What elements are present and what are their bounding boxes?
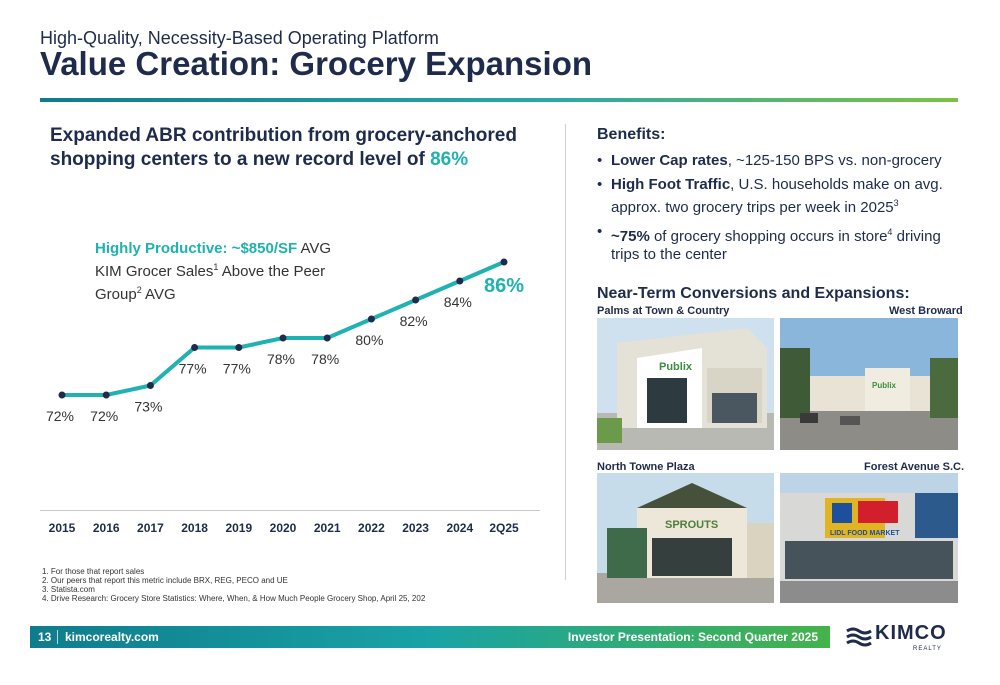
- benefit-sup: 4: [887, 227, 893, 237]
- left-headline: Expanded ABR contribution from grocery-a…: [50, 124, 550, 172]
- column-divider: [565, 124, 566, 580]
- benefit-bold: ~75%: [611, 228, 650, 245]
- data-point: [191, 344, 199, 351]
- x-tick-label: 2016: [93, 521, 120, 535]
- benefit-item: ~75% of grocery shopping occurs in store…: [597, 223, 962, 264]
- benefit-item: High Foot Traffic, U.S. households make …: [597, 176, 962, 217]
- footnote: 2. Our peers that report this metric inc…: [42, 576, 288, 585]
- store-photo-palms: Publix: [597, 318, 774, 450]
- x-tick-label: 2024: [446, 521, 473, 535]
- x-tick-label: 2015: [49, 521, 76, 535]
- footer-presentation: Investor Presentation: Second Quarter 20…: [567, 630, 818, 644]
- page-title: Value Creation: Grocery Expansion: [40, 45, 593, 82]
- benefit-bold: High Foot Traffic: [611, 176, 731, 193]
- footnote: 4. Drive Research: Grocery Store Statist…: [42, 594, 426, 603]
- photo-sign: Publix: [872, 381, 897, 390]
- data-point: [146, 382, 154, 389]
- photo-label-west-broward: West Broward: [889, 305, 963, 317]
- data-label: 78%: [311, 351, 339, 367]
- page-subtitle: High-Quality, Necessity-Based Operating …: [40, 28, 439, 48]
- data-label: 82%: [400, 313, 428, 329]
- logo-text: KIMCO: [875, 622, 947, 644]
- data-label: 72%: [46, 408, 74, 424]
- header-divider: [40, 98, 958, 102]
- abr-line-chart: 72% 2015 72% 2016 73% 2017 77% 2018 77% 2019 78% 20…: [46, 258, 524, 535]
- footer-site-link[interactable]: kimcorealty.com: [65, 630, 159, 644]
- kimco-logo: KIMCO REALTY: [845, 622, 963, 652]
- x-tick-label: 2023: [402, 521, 429, 535]
- data-point: [323, 334, 331, 342]
- benefit-text: , U.S. households make on avg. approx. t…: [611, 176, 943, 216]
- benefit-text: of grocery shopping occurs in store: [649, 228, 888, 245]
- data-point: [235, 344, 243, 351]
- photo-sign: Publix: [659, 361, 693, 373]
- data-point: [58, 391, 66, 399]
- benefit-text-2: driving trips to the center: [611, 228, 941, 263]
- store-photo-west-broward: Publix: [780, 318, 958, 450]
- logo-subtext: REALTY: [913, 646, 942, 652]
- callout-sup-a: 1: [213, 262, 219, 272]
- data-label: 72%: [90, 408, 118, 424]
- x-tick-label: 2Q25: [489, 521, 519, 535]
- data-point: [412, 296, 420, 304]
- benefit-sup: 3: [893, 198, 899, 208]
- x-axis-line: [40, 510, 540, 511]
- callout-text-c: AVG: [141, 286, 176, 303]
- headline-text: Expanded ABR contribution from grocery-a…: [50, 125, 517, 170]
- x-tick-label: 2021: [314, 521, 341, 535]
- benefit-bold: Lower Cap rates: [611, 152, 728, 169]
- footer-bar: 13 kimcorealty.com Investor Presentation…: [30, 626, 830, 648]
- conversions-title: Near-Term Conversions and Expansions:: [597, 285, 910, 302]
- store-photo-forest-avenue: LIDL FOOD MARKET: [780, 473, 958, 603]
- footnote: 1. For those that report sales: [42, 567, 145, 576]
- data-label: 84%: [444, 294, 472, 310]
- data-label: 78%: [267, 351, 295, 367]
- data-point: [500, 258, 508, 266]
- store-photo-north-towne: SPROUTS: [597, 473, 774, 603]
- x-tick-label: 2017: [137, 521, 164, 535]
- data-label: 86%: [484, 275, 524, 297]
- photo-label-palms: Palms at Town & Country: [597, 305, 730, 317]
- data-point: [102, 391, 110, 399]
- photo-label-north-towne: North Towne Plaza: [597, 461, 695, 473]
- productivity-callout: Highly Productive: ~$850/SF AVG KIM Groc…: [95, 240, 355, 304]
- data-point: [456, 277, 464, 285]
- data-point: [279, 334, 287, 342]
- data-label: 77%: [179, 361, 207, 377]
- headline-accent: 86%: [430, 149, 469, 170]
- data-label: 80%: [355, 332, 383, 348]
- page-number: 13: [38, 630, 52, 644]
- footnotes: 1. For those that report sales 2. Our pe…: [42, 567, 425, 603]
- data-point: [367, 315, 375, 323]
- x-tick-label: 2019: [225, 521, 252, 535]
- benefit-text: , ~125-150 BPS vs. non-grocery: [727, 152, 942, 169]
- data-label: 73%: [134, 399, 162, 415]
- benefit-item: Lower Cap rates, ~125-150 BPS vs. non-gr…: [597, 152, 962, 170]
- footer-separator: [57, 630, 58, 644]
- callout-sup-b: 2: [136, 285, 142, 295]
- data-label: 77%: [223, 361, 251, 377]
- callout-text-b: Above the Peer Group: [95, 263, 326, 303]
- x-tick-label: 2018: [181, 521, 208, 535]
- footnote: 3. Statista.com: [42, 585, 95, 594]
- benefits-list: Lower Cap rates, ~125-150 BPS vs. non-gr…: [597, 152, 962, 270]
- photo-sign: LIDL FOOD MARKET: [830, 530, 900, 537]
- benefits-title: Benefits:: [597, 126, 666, 143]
- photo-sign: SPROUTS: [665, 519, 718, 531]
- photo-label-forest-avenue: Forest Avenue S.C.: [864, 461, 965, 473]
- x-tick-label: 2022: [358, 521, 385, 535]
- x-tick-label: 2020: [270, 521, 297, 535]
- callout-highlight: Highly Productive: ~$850/SF: [95, 240, 298, 257]
- logo-mark-icon: [846, 627, 872, 647]
- callout-text-a: AVG KIM Grocer Sales: [95, 240, 332, 280]
